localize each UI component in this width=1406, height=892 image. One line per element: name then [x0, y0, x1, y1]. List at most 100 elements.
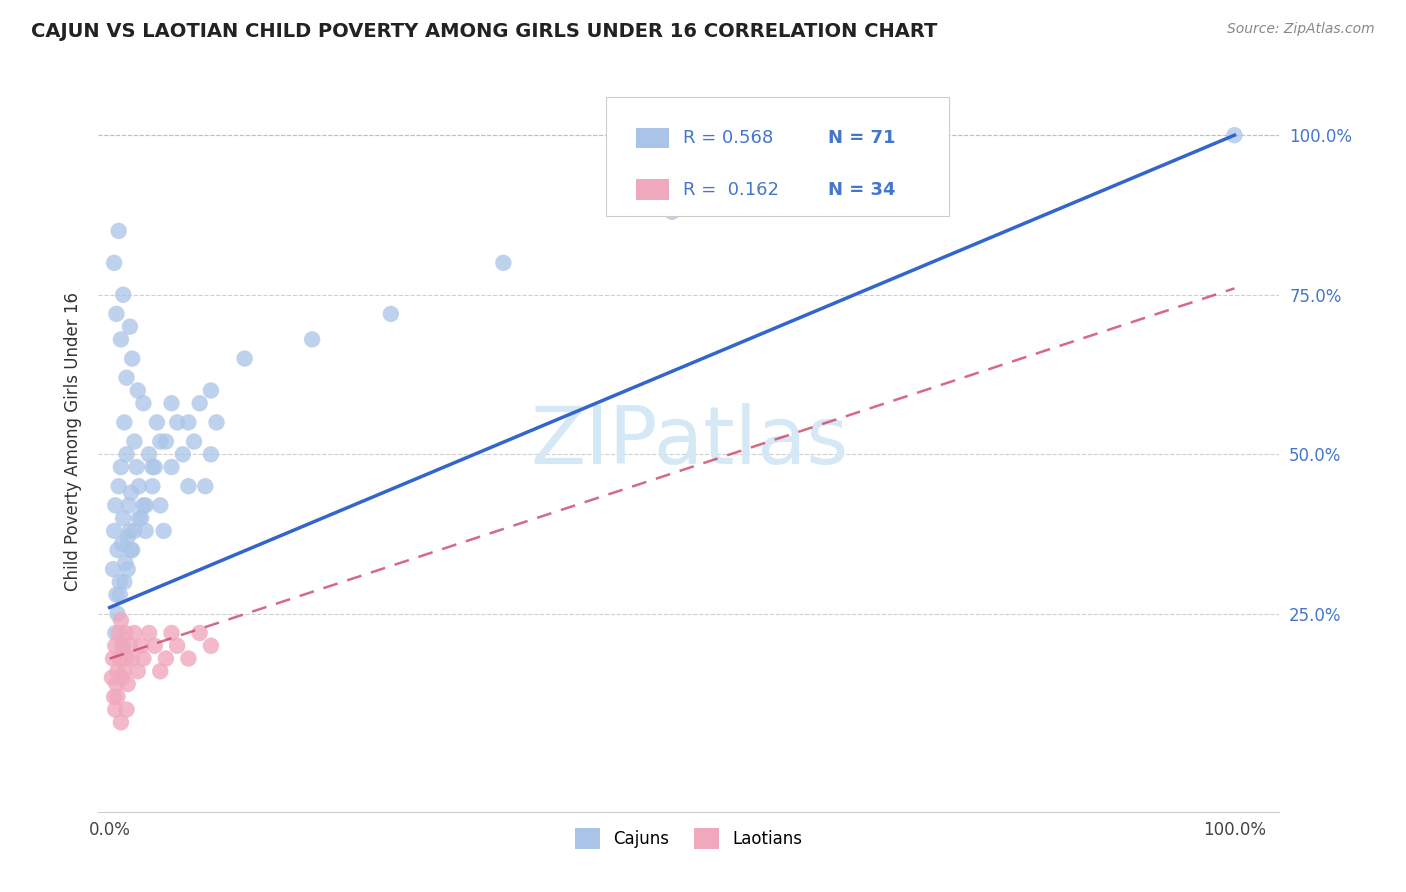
Point — [492, 256, 515, 270]
Point — [200, 447, 222, 461]
Point — [152, 524, 174, 538]
Text: N = 71: N = 71 — [828, 129, 896, 147]
Point — [120, 543, 142, 558]
Point — [149, 499, 172, 513]
Point — [188, 626, 211, 640]
Point — [124, 524, 146, 538]
Point — [141, 460, 163, 475]
Point — [111, 671, 134, 685]
Point — [115, 370, 138, 384]
Point — [115, 651, 138, 665]
Point — [105, 307, 128, 321]
Point — [101, 651, 124, 665]
Point — [107, 626, 129, 640]
Point — [107, 690, 129, 704]
Point — [177, 651, 200, 665]
Point — [160, 396, 183, 410]
Legend: Cajuns, Laotians: Cajuns, Laotians — [568, 822, 810, 855]
Point — [105, 677, 128, 691]
Point — [661, 204, 683, 219]
Point — [205, 416, 228, 430]
Point — [172, 447, 194, 461]
Point — [380, 307, 402, 321]
Point — [124, 626, 146, 640]
Point — [107, 479, 129, 493]
Point — [104, 703, 127, 717]
Point — [107, 665, 129, 679]
Text: ZIPatlas: ZIPatlas — [530, 402, 848, 481]
Point — [103, 524, 125, 538]
Point — [111, 536, 134, 550]
Point — [110, 715, 132, 730]
Point — [121, 351, 143, 366]
Point — [114, 556, 136, 570]
Point — [117, 677, 139, 691]
Point — [103, 690, 125, 704]
Point — [117, 530, 139, 544]
Point — [112, 511, 135, 525]
Point — [188, 396, 211, 410]
Point — [155, 651, 177, 665]
Point — [177, 479, 200, 493]
Point — [127, 384, 149, 398]
Point — [108, 574, 131, 589]
Point — [141, 479, 163, 493]
Point — [115, 703, 138, 717]
Point — [108, 588, 131, 602]
Point — [118, 524, 141, 538]
Point — [125, 460, 148, 475]
Point — [129, 639, 152, 653]
Point — [112, 287, 135, 301]
Point — [121, 651, 143, 665]
Point — [183, 434, 205, 449]
Point — [101, 562, 124, 576]
Point — [111, 639, 134, 653]
Point — [301, 333, 323, 347]
Point — [132, 499, 155, 513]
Point — [115, 447, 138, 461]
Point — [118, 639, 141, 653]
Point — [132, 651, 155, 665]
Point — [149, 665, 172, 679]
Point — [160, 626, 183, 640]
Point — [127, 665, 149, 679]
Point — [112, 574, 135, 589]
FancyBboxPatch shape — [636, 179, 669, 200]
Point — [138, 626, 160, 640]
Text: R =  0.162: R = 0.162 — [683, 181, 779, 199]
Point — [105, 588, 128, 602]
Point — [132, 396, 155, 410]
Point — [112, 416, 135, 430]
Text: R = 0.568: R = 0.568 — [683, 129, 773, 147]
Point — [177, 416, 200, 430]
Point — [110, 613, 132, 627]
Point — [107, 543, 129, 558]
Point — [129, 511, 152, 525]
Point — [194, 479, 217, 493]
Point — [233, 351, 256, 366]
Point — [118, 499, 141, 513]
Point — [124, 434, 146, 449]
FancyBboxPatch shape — [606, 97, 949, 216]
Point — [103, 256, 125, 270]
Point — [120, 485, 142, 500]
Y-axis label: Child Poverty Among Girls Under 16: Child Poverty Among Girls Under 16 — [63, 292, 82, 591]
Point — [117, 562, 139, 576]
Point — [149, 434, 172, 449]
Point — [104, 626, 127, 640]
Point — [108, 651, 131, 665]
Point — [107, 607, 129, 621]
FancyBboxPatch shape — [636, 128, 669, 148]
Point — [143, 460, 166, 475]
Point — [104, 499, 127, 513]
Point — [138, 447, 160, 461]
Point — [160, 460, 183, 475]
Point — [155, 434, 177, 449]
Text: Source: ZipAtlas.com: Source: ZipAtlas.com — [1227, 22, 1375, 37]
Point — [135, 499, 157, 513]
Point — [112, 665, 135, 679]
Point — [1223, 128, 1246, 143]
Point — [128, 479, 150, 493]
Point — [114, 626, 136, 640]
Point — [121, 543, 143, 558]
